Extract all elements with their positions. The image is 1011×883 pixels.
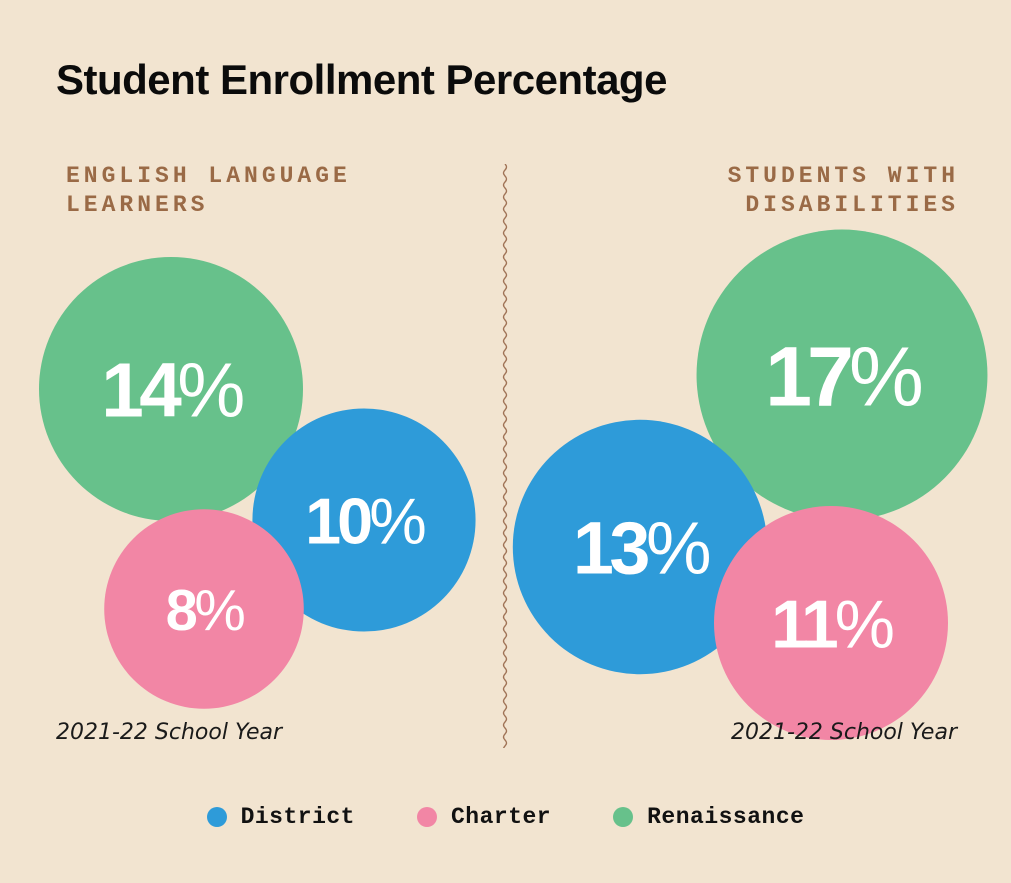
right-school-year: 2021-22 School Year	[730, 720, 957, 745]
left-panel-label: ENGLISH LANGUAGE LEARNERS	[66, 163, 351, 218]
legend-item-charter: Charter	[416, 804, 552, 830]
legend: District Charter Renaissance	[0, 804, 1011, 830]
bubble-swd-charter	[713, 505, 949, 741]
bubble-label-swd-district: 13%	[573, 507, 709, 590]
bubble-ell-charter	[104, 509, 304, 709]
legend-swatch-charter	[416, 807, 437, 827]
right-panel-label: STUDENTS WITH DISABILITIES	[727, 163, 959, 218]
legend-item-renaissance: Renaissance	[613, 804, 804, 830]
bubble-label-ell-renaissance: 14%	[101, 349, 243, 434]
bubble-label-ell-district: 10%	[305, 484, 425, 557]
legend-label-charter: Charter	[450, 804, 552, 830]
bubble-label-ell-charter: 8%	[166, 579, 245, 643]
bubble-label-swd-renaissance: 17%	[765, 329, 921, 423]
bubble-ell-renaissance	[39, 257, 303, 521]
left-school-year: 2021-22 School Year	[56, 720, 283, 745]
bubble-swd-renaissance	[696, 229, 988, 521]
chart-title: Student Enrollment Percentage	[56, 56, 667, 103]
legend-item-district: District	[206, 804, 355, 830]
legend-swatch-renaissance	[613, 807, 634, 827]
legend-label-district: District	[240, 804, 355, 830]
bubble-swd-district	[512, 419, 768, 675]
legend-swatch-district	[206, 807, 227, 827]
legend-label-renaissance: Renaissance	[647, 804, 805, 830]
bubble-ell-district	[252, 408, 476, 632]
bubble-label-swd-charter: 11%	[771, 587, 893, 662]
panel-divider	[502, 164, 508, 748]
